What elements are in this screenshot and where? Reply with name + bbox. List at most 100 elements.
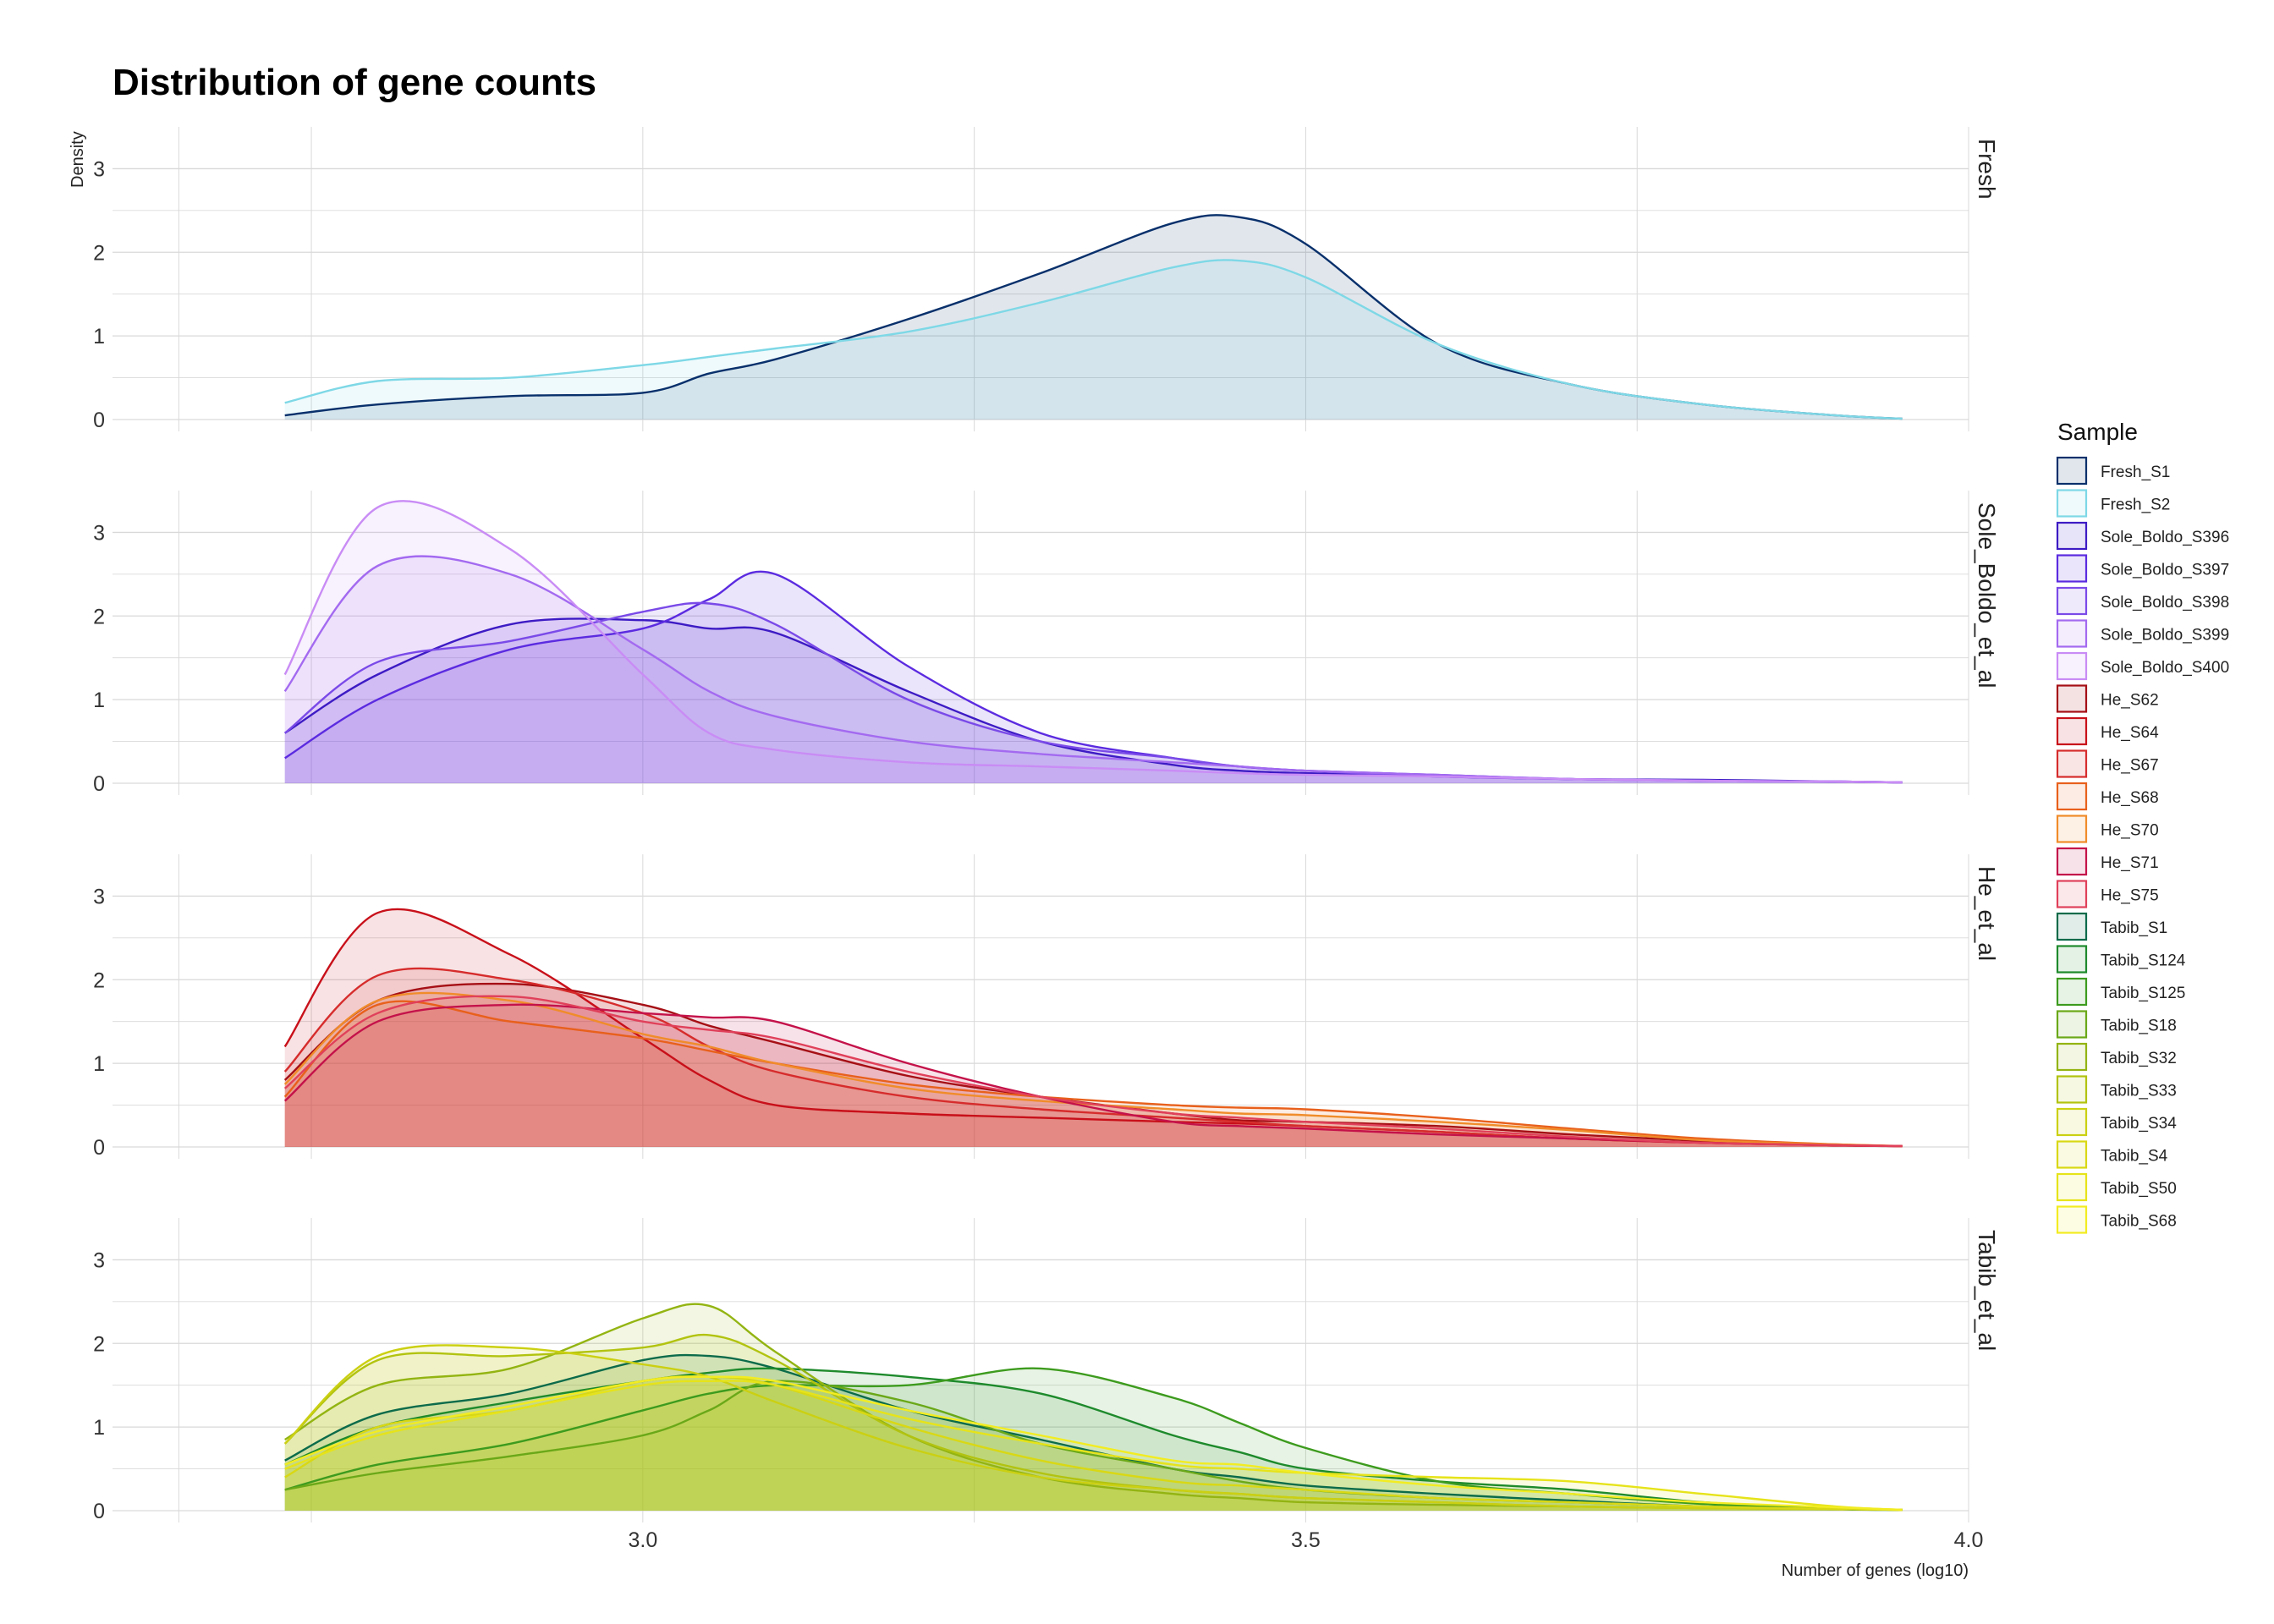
legend-label: Tabib_S68 <box>2101 1213 2177 1231</box>
density-area-sole-boldo-s399 <box>284 556 1903 783</box>
density-area-tabib-s50 <box>284 1380 1903 1511</box>
legend-key-tabib-s125 <box>2056 977 2088 1007</box>
density-area-tabib-s4 <box>284 1376 1903 1511</box>
y-tick-label: 3 <box>93 521 105 545</box>
legend-label: Tabib_S34 <box>2101 1115 2177 1133</box>
y-tick-label: 2 <box>93 1332 105 1356</box>
density-lines <box>284 214 1903 420</box>
density-area-tabib-s34 <box>284 1345 1903 1511</box>
y-tick-label: 2 <box>93 605 105 628</box>
legend-key-tabib-s50 <box>2056 1172 2088 1202</box>
legend-label: Fresh_S2 <box>2101 497 2170 514</box>
legend-label: Tabib_S33 <box>2101 1083 2177 1100</box>
legend-key-he-s62 <box>2056 684 2088 713</box>
legend-key-tabib-s32 <box>2056 1042 2088 1072</box>
density-lines <box>283 908 1903 1148</box>
y-tick-label: 1 <box>93 1416 105 1440</box>
legend-label: Tabib_S32 <box>2101 1050 2177 1067</box>
legend-key-sole-boldo-s398 <box>2056 586 2088 616</box>
facet-panel-he-et-al: 0 1 2 3 He_et_al <box>93 854 2000 1160</box>
legend-key-sole-boldo-s399 <box>2056 619 2088 648</box>
legend-label: Tabib_S1 <box>2101 919 2167 937</box>
y-tick-label: 0 <box>93 1500 105 1523</box>
facet-panel-tabib-et-al: 0 1 2 3 Tabib_et_al <box>93 1218 2000 1523</box>
legend-key-he-s67 <box>2056 749 2088 778</box>
chart-title: Distribution of gene counts <box>113 62 596 103</box>
y-tick-label: 3 <box>93 157 105 181</box>
legend-key-he-s64 <box>2056 716 2088 746</box>
density-area-sole-boldo-s400 <box>284 501 1903 783</box>
density-line-tabib-s34 <box>283 1344 1903 1512</box>
density-line-tabib-s124 <box>284 1367 1903 1512</box>
density-area-sole-boldo-s397 <box>284 571 1903 783</box>
legend-label: Fresh_S1 <box>2101 464 2170 481</box>
legend-key-tabib-s124 <box>2056 945 2088 974</box>
y-axis-label: Density <box>69 131 87 188</box>
panel-gridlines <box>113 127 1969 431</box>
density-line-he-s68 <box>283 1000 1903 1148</box>
legend-key-tabib-s1 <box>2056 912 2088 941</box>
legend-label: He_S62 <box>2101 692 2159 710</box>
panel-gridlines <box>113 854 1969 1159</box>
density-area-tabib-s1 <box>284 1355 1903 1511</box>
legend-key-tabib-s68 <box>2056 1205 2088 1234</box>
legend-key-fresh-s2 <box>2056 489 2088 518</box>
density-area-he-s71 <box>284 1004 1903 1147</box>
facet-panel-fresh: 0 1 2 3 Fresh <box>93 127 2000 432</box>
facet-strip-label: He_et_al <box>1974 866 2000 961</box>
legend-label: Tabib_S4 <box>2101 1148 2168 1166</box>
y-tick-label: 2 <box>93 241 105 265</box>
density-line-sole-boldo-s400 <box>283 500 1903 784</box>
density-area-he-s68 <box>284 1001 1903 1147</box>
legend-label: Sole_Boldo_S399 <box>2101 627 2229 645</box>
density-areas <box>284 501 1903 783</box>
legend-key-tabib-s18 <box>2056 1010 2088 1039</box>
density-areas <box>284 908 1903 1147</box>
x-axis-label: Number of genes (log10) <box>1782 1561 1969 1580</box>
density-line-he-s75 <box>283 995 1903 1148</box>
legend-key-he-s70 <box>2056 815 2088 843</box>
legend-key-tabib-s33 <box>2056 1075 2088 1104</box>
density-area-sole-boldo-s398 <box>284 602 1903 783</box>
density-area-tabib-s33 <box>284 1335 1903 1511</box>
legend-key-fresh-s1 <box>2056 456 2088 486</box>
y-tick-label: 1 <box>93 1052 105 1076</box>
y-tick-label: 2 <box>93 968 105 992</box>
legend-label: Tabib_S50 <box>2101 1180 2177 1198</box>
legend-key-sole-boldo-s400 <box>2056 651 2088 681</box>
legend-label: Sole_Boldo_S397 <box>2101 562 2229 579</box>
y-tick-label: 3 <box>93 1248 105 1272</box>
y-tick-label: 1 <box>93 689 105 712</box>
legend-key-he-s71 <box>2056 847 2088 876</box>
density-area-tabib-s68 <box>284 1376 1903 1511</box>
legend-label: He_S75 <box>2101 887 2159 905</box>
panel-gridlines <box>113 491 1969 795</box>
legend-key-he-s68 <box>2056 782 2088 811</box>
legend-key-sole-boldo-s397 <box>2056 554 2088 583</box>
facet-strip-label: Fresh <box>1974 139 2000 200</box>
legend-label: Sole_Boldo_S396 <box>2101 529 2229 546</box>
legend-key-sole-boldo-s396 <box>2056 521 2088 551</box>
y-tick-label: 0 <box>93 1136 105 1160</box>
legend-title: Sample <box>2057 419 2138 445</box>
legend-key-he-s75 <box>2056 880 2088 908</box>
legend-label: He_S64 <box>2101 724 2159 742</box>
panel-gridlines <box>113 1218 1969 1522</box>
legend-label: Sole_Boldo_S398 <box>2101 594 2229 612</box>
density-area-sole-boldo-s396 <box>284 618 1903 783</box>
legend-label: Tabib_S124 <box>2101 952 2186 970</box>
legend-label: Tabib_S18 <box>2101 1018 2177 1035</box>
legend-key-tabib-s34 <box>2056 1107 2088 1137</box>
x-tick-label: 4.0 <box>1954 1528 1984 1552</box>
y-tick-label: 1 <box>93 325 105 348</box>
density-area-tabib-s125 <box>284 1368 1903 1511</box>
facet-panel-sole-boldo-et-al: 0 1 2 3 Sole_Boldo_et_al <box>93 491 2000 796</box>
density-areas <box>284 1303 1903 1511</box>
legend: Sample Fresh_S1 Fresh_S2 Sole_Boldo_S396 So… <box>2056 419 2229 1234</box>
x-tick-label: 3.0 <box>628 1528 657 1552</box>
legend-label: He_S71 <box>2101 854 2159 872</box>
legend-label: Sole_Boldo_S400 <box>2101 659 2229 677</box>
legend-label: He_S67 <box>2101 757 2159 775</box>
density-area-he-s67 <box>284 968 1903 1147</box>
density-area-he-s64 <box>284 908 1903 1147</box>
